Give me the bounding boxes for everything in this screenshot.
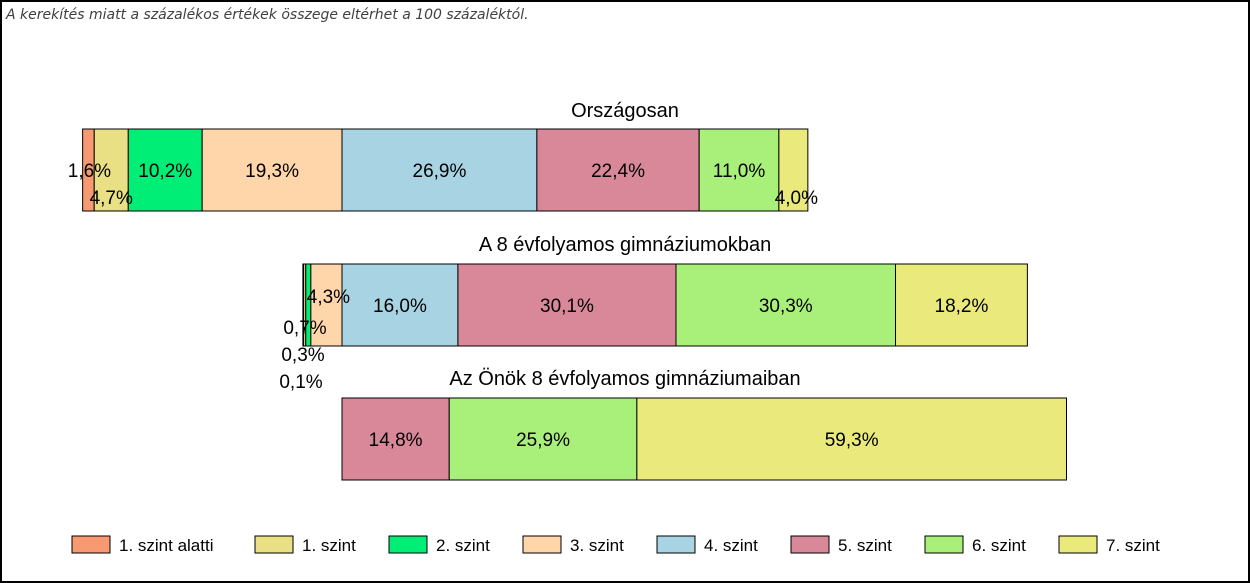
rounding-note: A kerekítés miatt a százalékos értékek ö… <box>5 7 529 23</box>
data-label: 30,3% <box>759 296 813 317</box>
legend-swatch <box>790 535 830 554</box>
bar-segment-level-7 <box>636 397 1068 481</box>
data-label: 11,0% <box>713 161 766 182</box>
legend-label: 4. szint <box>704 536 758 555</box>
legend-item: 4. szint <box>656 535 758 555</box>
bar-segment-level-4 <box>341 128 538 212</box>
bar-segment-level-3 <box>310 263 343 347</box>
data-label: 10,2% <box>138 161 192 182</box>
legend-label: 5. szint <box>838 536 892 555</box>
data-label: 19,3% <box>245 161 299 182</box>
data-label: 0,3% <box>281 345 324 366</box>
data-label: 16,0% <box>373 296 427 317</box>
bar-group-2: A 8 évfolyamos gimnáziumokban 16,0% 30,1% 3… <box>279 234 1028 393</box>
bar-title: Országosan <box>571 100 679 122</box>
bar-segment-level-5 <box>457 263 677 347</box>
legend-swatch <box>924 535 964 554</box>
legend-item: 3. szint <box>522 535 624 555</box>
bar-segment-level-6 <box>698 128 780 212</box>
legend-label: 6. szint <box>972 536 1026 555</box>
bar-segment-level-4 <box>341 263 459 347</box>
legend-label: 1. szint <box>302 536 356 555</box>
legend-swatch <box>254 535 294 554</box>
bar-title: A 8 évfolyamos gimnáziumokban <box>479 234 771 256</box>
data-label: 0,1% <box>279 372 322 393</box>
data-label: 30,1% <box>540 296 594 317</box>
data-label: 26,9% <box>413 161 467 182</box>
legend-label: 2. szint <box>436 536 490 555</box>
bar-segment-level-1 <box>93 128 129 212</box>
legend-label: 3. szint <box>570 536 624 555</box>
data-label: 4,0% <box>775 188 818 209</box>
legend-item: 1. szint alatti <box>71 535 214 555</box>
data-label: 18,2% <box>935 296 989 317</box>
legend-swatch <box>656 535 696 554</box>
legend-item: 6. szint <box>924 535 1026 555</box>
bar-segment-level-6 <box>448 397 638 481</box>
bar-segment-level-5 <box>536 128 700 212</box>
bar-segment-level-7 <box>895 263 1028 347</box>
bar-segment-level-5 <box>341 397 450 481</box>
legend: 1. szint alatti 1. szint 2. szint 3. szint 4… <box>71 535 1160 555</box>
legend-swatch <box>1058 535 1098 554</box>
legend-swatch <box>388 535 428 554</box>
legend-swatch <box>71 535 111 554</box>
legend-swatch <box>522 535 562 554</box>
bar-segment-level-6 <box>675 263 897 347</box>
bars-layer: Országosan 10,2% 19,3% 26,9% 22,4% 11,0% 1,6% 4… <box>68 100 1068 481</box>
data-label: 25,9% <box>516 430 570 451</box>
bar-title: Az Önök 8 évfolyamos gimnáziumaiban <box>449 368 800 390</box>
legend-item: 7. szint <box>1058 535 1160 555</box>
data-label: 4,7% <box>90 188 133 209</box>
data-label: 22,4% <box>591 161 645 182</box>
bar-group-3: Az Önök 8 évfolyamos gimnáziumaiban 14,8%… <box>341 368 1068 481</box>
bar-group-1: Országosan 10,2% 19,3% 26,9% 22,4% 11,0% 1,6% 4… <box>68 100 818 212</box>
legend-item: 5. szint <box>790 535 892 555</box>
legend-label: 1. szint alatti <box>119 536 214 555</box>
legend-item: 2. szint <box>388 535 490 555</box>
data-label: 0,7% <box>283 318 326 339</box>
data-label: 4,3% <box>307 287 350 308</box>
legend-label: 7. szint <box>1106 536 1160 555</box>
data-label: 59,3% <box>825 430 879 451</box>
bar-segment-level-3 <box>201 128 343 212</box>
data-label: 1,6% <box>68 161 111 182</box>
bar-segment-level-7 <box>778 128 809 212</box>
legend-item: 1. szint <box>254 535 356 555</box>
data-label: 14,8% <box>369 430 423 451</box>
